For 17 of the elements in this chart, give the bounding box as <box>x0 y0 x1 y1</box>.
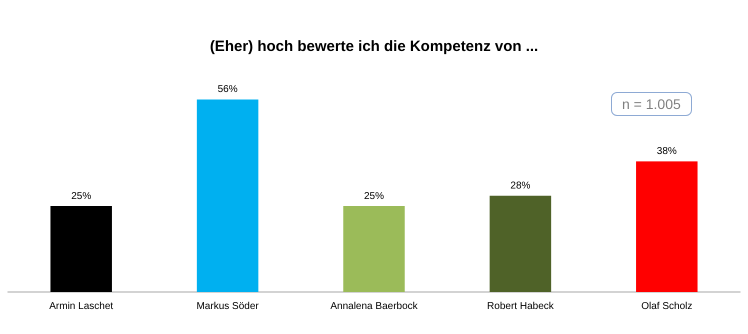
annotation: n = 1.005 <box>611 92 692 116</box>
x-tick-label: Robert Habeck <box>487 300 555 312</box>
bar <box>196 99 258 292</box>
bar <box>343 206 405 292</box>
bar <box>636 161 698 292</box>
bar <box>490 196 552 292</box>
x-tick-label: Olaf Scholz <box>641 300 692 312</box>
data-label: 25% <box>364 190 384 202</box>
x-tick-label: Armin Laschet <box>49 300 114 312</box>
data-label: 38% <box>656 146 677 158</box>
data-label: 25% <box>71 190 92 202</box>
x-tick-label: Annalena Baerbock <box>330 300 419 312</box>
data-label: 56% <box>218 84 238 96</box>
bar <box>50 206 112 292</box>
x-tick-label: Markus Söder <box>196 300 260 312</box>
data-label: 28% <box>510 180 531 192</box>
chart-title: (Eher) hoch bewerte ich die Kompetenz von ... <box>210 38 538 56</box>
